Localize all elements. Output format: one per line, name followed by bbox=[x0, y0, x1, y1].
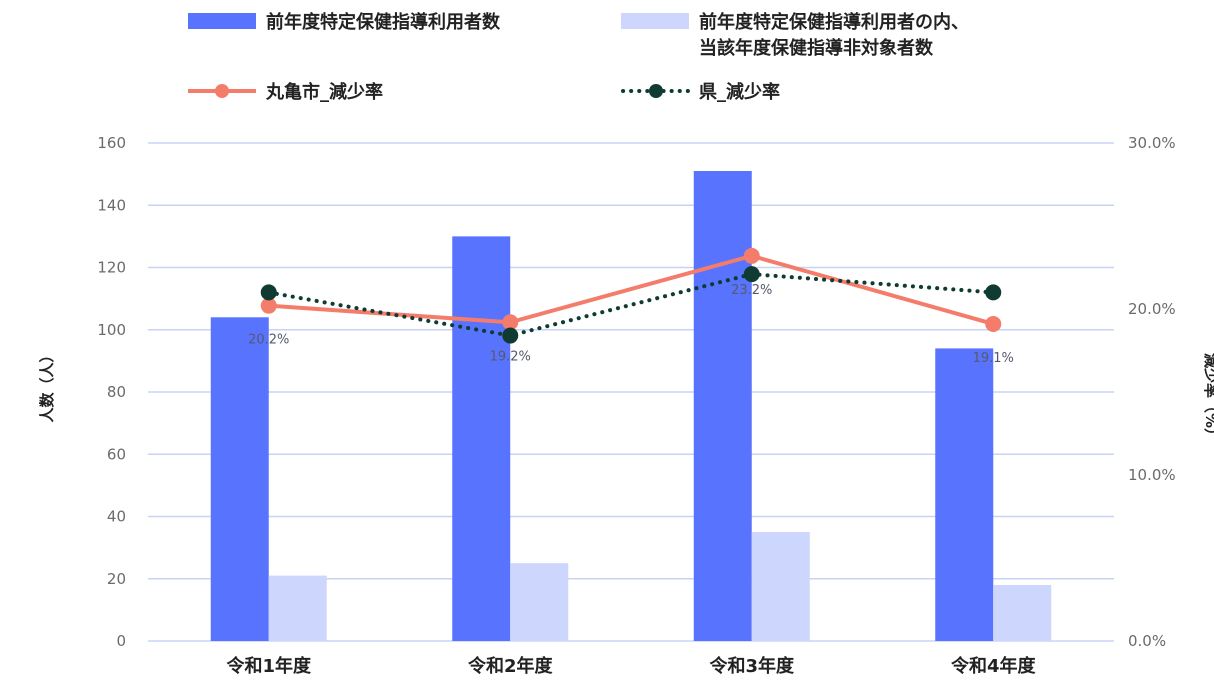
point-prefecture bbox=[260, 284, 277, 301]
point-marugame bbox=[502, 314, 519, 331]
category-label: 令和2年度 bbox=[467, 655, 554, 677]
left-axis-ticks: 0 20 40 60 80 100 120 140 160 bbox=[97, 134, 126, 650]
line-marugame bbox=[268, 253, 994, 326]
legend: 前年度特定保健指導利用者数 前年度特定保健指導利用者の内、 当該年度保健指導非対… bbox=[188, 11, 975, 103]
right-tick-label: 20.0% bbox=[1128, 300, 1176, 318]
left-tick-label: 60 bbox=[107, 445, 126, 463]
legend-label-bar2-line1: 前年度特定保健指導利用者の内、 bbox=[699, 11, 969, 33]
legend-label-bar2-line2: 当該年度保健指導非対象者数 bbox=[699, 37, 934, 59]
left-axis-title: 人数（人） bbox=[38, 347, 56, 422]
point-marugame bbox=[985, 315, 1002, 332]
bar-users bbox=[452, 236, 511, 641]
category-label: 令和1年度 bbox=[225, 655, 312, 677]
legend-label-bar1: 前年度特定保健指導利用者数 bbox=[266, 11, 501, 33]
bar-users bbox=[210, 317, 269, 641]
left-tick-label: 160 bbox=[97, 134, 126, 152]
point-prefecture bbox=[743, 266, 760, 283]
bar-non-target bbox=[993, 584, 1052, 641]
left-tick-label: 80 bbox=[107, 383, 126, 401]
line-prefecture bbox=[266, 272, 996, 338]
legend-item-line2: 県_減少率 bbox=[621, 81, 780, 103]
point-marugame bbox=[743, 247, 760, 264]
category-label: 令和4年度 bbox=[950, 655, 1037, 677]
data-labels: 20.2% 19.2% 23.2% 19.1% bbox=[248, 283, 1014, 366]
legend-label-line1: 丸亀市_減少率 bbox=[265, 81, 383, 103]
right-tick-label: 30.0% bbox=[1128, 134, 1176, 152]
data-label-marugame: 19.1% bbox=[973, 351, 1014, 366]
legend-label-line2: 県_減少率 bbox=[699, 81, 780, 103]
data-label-marugame: 19.2% bbox=[490, 349, 531, 364]
bars bbox=[210, 171, 1052, 641]
left-tick-label: 120 bbox=[97, 259, 126, 277]
data-label-marugame: 20.2% bbox=[248, 333, 289, 348]
legend-swatch-bar1 bbox=[188, 13, 256, 29]
right-axis-ticks: 0.0% 10.0% 20.0% 30.0% bbox=[1128, 134, 1176, 650]
left-tick-label: 0 bbox=[116, 632, 126, 650]
left-tick-label: 40 bbox=[107, 508, 126, 526]
legend-label-bar2: 前年度特定保健指導利用者の内、 当該年度保健指導非対象者数 bbox=[699, 11, 975, 59]
point-prefecture bbox=[502, 327, 519, 344]
legend-marker-line1 bbox=[215, 84, 229, 98]
right-tick-label: 10.0% bbox=[1128, 466, 1176, 484]
legend-swatch-bar2 bbox=[621, 13, 689, 29]
legend-item-line1: 丸亀市_減少率 bbox=[188, 81, 383, 103]
left-tick-label: 20 bbox=[107, 570, 126, 588]
left-tick-label: 100 bbox=[97, 321, 126, 339]
legend-item-bar2: 前年度特定保健指導利用者の内、 当該年度保健指導非対象者数 bbox=[621, 11, 975, 59]
bar-users bbox=[935, 348, 994, 641]
bar-non-target bbox=[268, 575, 327, 641]
lines bbox=[260, 247, 1002, 344]
right-tick-label: 0.0% bbox=[1128, 632, 1166, 650]
bar-non-target bbox=[510, 563, 569, 641]
bar-non-target bbox=[751, 532, 810, 641]
data-label-marugame: 23.2% bbox=[731, 283, 772, 298]
point-marugame bbox=[260, 297, 277, 314]
bar-users bbox=[693, 171, 752, 641]
right-axis-title: 減少率（%） bbox=[1202, 353, 1214, 443]
legend-marker-line2 bbox=[649, 84, 663, 98]
left-tick-label: 140 bbox=[97, 196, 126, 214]
point-prefecture bbox=[985, 284, 1002, 301]
x-axis-categories: 令和1年度 令和2年度 令和3年度 令和4年度 bbox=[225, 655, 1036, 677]
category-label: 令和3年度 bbox=[708, 655, 795, 677]
legend-item-bar1: 前年度特定保健指導利用者数 bbox=[188, 11, 501, 33]
